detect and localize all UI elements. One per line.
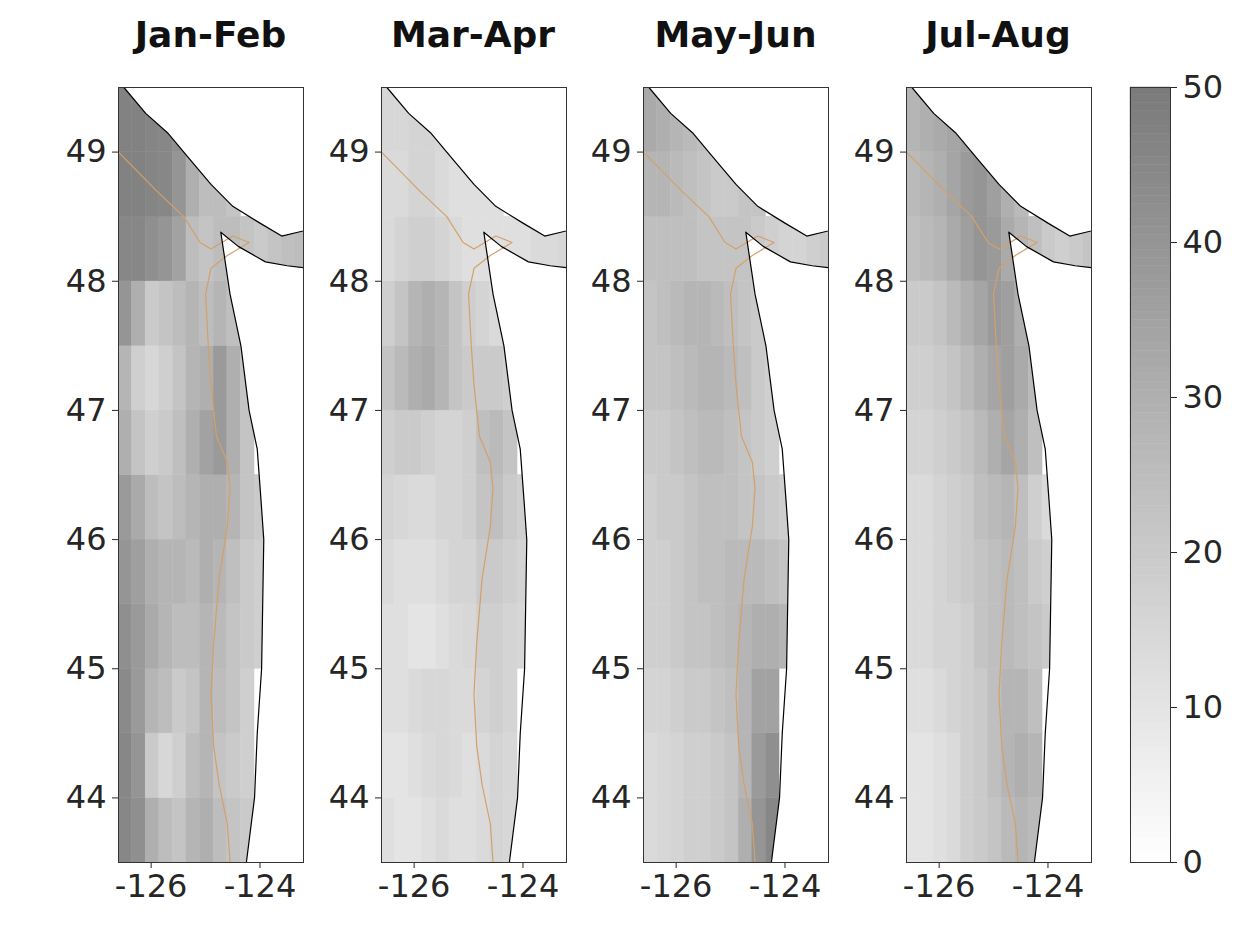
svg-text:46: 46 bbox=[853, 520, 894, 558]
svg-text:44: 44 bbox=[591, 778, 632, 816]
svg-text:-124: -124 bbox=[486, 867, 559, 905]
svg-text:47: 47 bbox=[591, 391, 632, 429]
svg-text:-126: -126 bbox=[902, 867, 975, 905]
svg-text:45: 45 bbox=[66, 649, 107, 687]
svg-text:-124: -124 bbox=[224, 867, 297, 905]
svg-text:49: 49 bbox=[66, 132, 107, 170]
svg-text:44: 44 bbox=[853, 778, 894, 816]
html-text:Jul-Aug: Jul-Aug bbox=[925, 14, 1071, 55]
svg-text:48: 48 bbox=[853, 261, 894, 299]
svg-text:50: 50 bbox=[1183, 68, 1224, 106]
html-text:Mar-Apr: Mar-Apr bbox=[390, 14, 556, 55]
svg-text:46: 46 bbox=[66, 520, 107, 558]
svg-text:46: 46 bbox=[591, 520, 632, 558]
svg-text:49: 49 bbox=[591, 132, 632, 170]
svg-text:47: 47 bbox=[853, 391, 894, 429]
svg-text:47: 47 bbox=[66, 391, 107, 429]
svg-text:45: 45 bbox=[328, 649, 369, 687]
svg-text:-126: -126 bbox=[377, 867, 450, 905]
svg-text:48: 48 bbox=[66, 261, 107, 299]
svg-text:-124: -124 bbox=[749, 867, 822, 905]
html-text:Jan-Feb: Jan-Feb bbox=[134, 14, 287, 55]
svg-text:49: 49 bbox=[853, 132, 894, 170]
svg-text:49: 49 bbox=[328, 132, 369, 170]
svg-text:46: 46 bbox=[328, 520, 369, 558]
svg-text:20: 20 bbox=[1183, 533, 1224, 571]
svg-text:45: 45 bbox=[591, 649, 632, 687]
svg-text:44: 44 bbox=[328, 778, 369, 816]
svg-text:44: 44 bbox=[66, 778, 107, 816]
svg-text:-126: -126 bbox=[115, 867, 188, 905]
svg-text:48: 48 bbox=[591, 261, 632, 299]
svg-text:48: 48 bbox=[328, 261, 369, 299]
svg-text:45: 45 bbox=[853, 649, 894, 687]
svg-text:10: 10 bbox=[1183, 688, 1224, 726]
svg-text:40: 40 bbox=[1183, 223, 1224, 261]
svg-text:0: 0 bbox=[1183, 843, 1203, 881]
svg-text:30: 30 bbox=[1183, 378, 1224, 416]
svg-text:47: 47 bbox=[328, 391, 369, 429]
svg-text:-126: -126 bbox=[640, 867, 713, 905]
svg-text:-124: -124 bbox=[1011, 867, 1084, 905]
html-text:May-Jun: May-Jun bbox=[654, 14, 817, 55]
